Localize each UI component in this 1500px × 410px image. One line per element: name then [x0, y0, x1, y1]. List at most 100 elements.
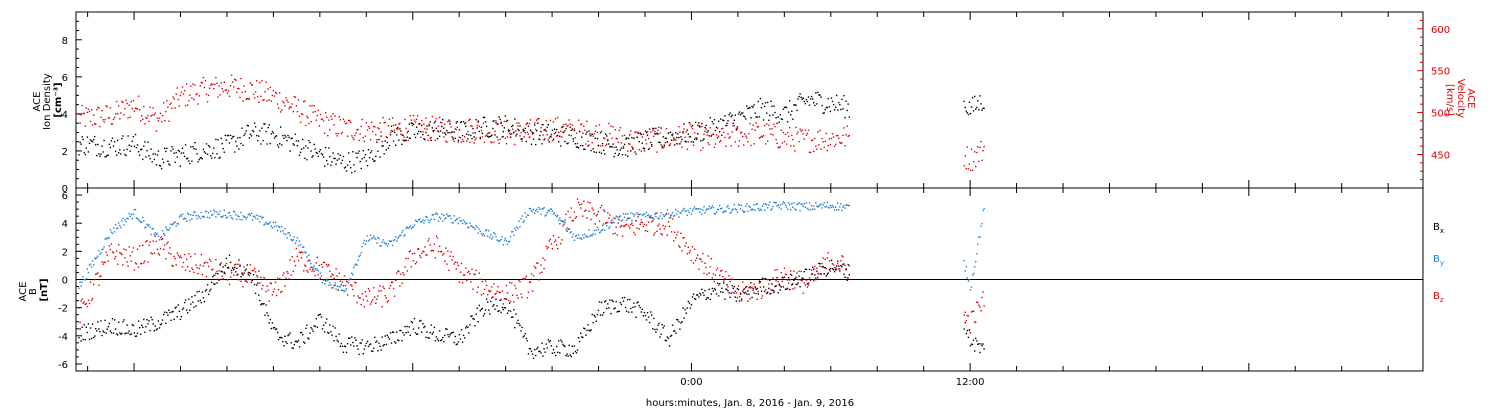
bx-point [470, 315, 472, 318]
bz-point [634, 233, 636, 236]
density-point [257, 139, 259, 142]
velocity-point [309, 105, 311, 107]
bz-point [353, 295, 355, 297]
density-point [380, 135, 382, 137]
velocity-point [192, 83, 194, 85]
velocity-point [503, 120, 506, 123]
bx-point [448, 336, 450, 338]
velocity-point [698, 125, 700, 127]
bx-point [723, 282, 725, 284]
bz-point [721, 269, 723, 272]
by-point [248, 213, 251, 215]
velocity-point [202, 76, 205, 79]
bz-point [124, 257, 126, 259]
density-point [129, 150, 131, 152]
by-point [713, 212, 716, 215]
bx-point [462, 334, 465, 337]
bx-point [489, 313, 491, 315]
velocity-point [321, 118, 324, 120]
bz-point [797, 279, 799, 281]
density-point [294, 133, 297, 135]
by-point [332, 287, 334, 289]
density-point [652, 127, 654, 130]
density-point [478, 130, 480, 133]
by-point [495, 235, 497, 238]
velocity-point [512, 128, 514, 130]
bz-point [559, 223, 561, 225]
bx-point [676, 318, 678, 321]
density-point [436, 138, 439, 140]
velocity-point [286, 99, 288, 101]
velocity-point [177, 98, 179, 101]
by-point [461, 222, 464, 225]
by-point [455, 218, 457, 221]
velocity-point [682, 132, 684, 134]
bz-point [638, 228, 640, 230]
density-point [630, 150, 632, 152]
velocity-point [155, 130, 158, 132]
density-point [280, 126, 282, 128]
velocity-point [310, 121, 312, 123]
by-point [138, 220, 141, 222]
bx-point [802, 278, 804, 280]
bx-point [634, 306, 636, 308]
by-point [752, 209, 754, 211]
density-point [808, 104, 811, 106]
bz-point [553, 241, 556, 243]
bx-point [749, 286, 751, 288]
bx-point [226, 267, 229, 269]
velocity-point [658, 126, 660, 128]
bz-point [482, 292, 485, 295]
by-point [844, 207, 846, 209]
density-point [793, 104, 795, 106]
by-point [831, 204, 834, 207]
bx-point [380, 349, 382, 351]
by-point [846, 204, 848, 206]
bx-point [317, 314, 319, 316]
by-point [664, 214, 666, 216]
bz-point [309, 268, 311, 271]
bz-point [573, 211, 576, 213]
bz-point [257, 276, 259, 278]
density-point [276, 144, 279, 146]
velocity-point [81, 104, 83, 107]
velocity-point [300, 113, 303, 115]
by-point [507, 241, 510, 243]
bz-point [619, 226, 622, 228]
bz-point [663, 228, 665, 230]
bx-point [454, 335, 456, 338]
by-point [558, 219, 560, 221]
by-point [841, 209, 843, 212]
bx-point [761, 277, 764, 279]
bx-point [310, 326, 312, 329]
density-point [969, 113, 972, 115]
bx-point [606, 307, 608, 310]
velocity-point [641, 136, 643, 138]
by-point [823, 202, 825, 204]
velocity-point [117, 113, 119, 115]
bx-point [753, 292, 755, 294]
velocity-point [731, 131, 733, 133]
density-point [766, 112, 768, 114]
velocity-point [229, 85, 232, 87]
bx-point [686, 307, 688, 309]
bx-point [551, 352, 554, 354]
bx-point [210, 288, 212, 291]
bx-point [535, 354, 537, 357]
velocity-point [346, 135, 349, 137]
bz-point [348, 279, 350, 281]
bx-point [670, 334, 673, 337]
bz-point [157, 252, 160, 255]
by-point [115, 227, 118, 230]
velocity-point [727, 133, 729, 135]
velocity-point [687, 141, 689, 143]
density-point [382, 145, 384, 147]
density-point [426, 125, 428, 127]
bz-point [487, 294, 489, 296]
bz-point [191, 267, 193, 269]
density-point [108, 143, 110, 145]
velocity-point [575, 132, 578, 134]
bx-point [446, 328, 448, 330]
by-point [235, 214, 237, 216]
velocity-point [970, 148, 973, 150]
